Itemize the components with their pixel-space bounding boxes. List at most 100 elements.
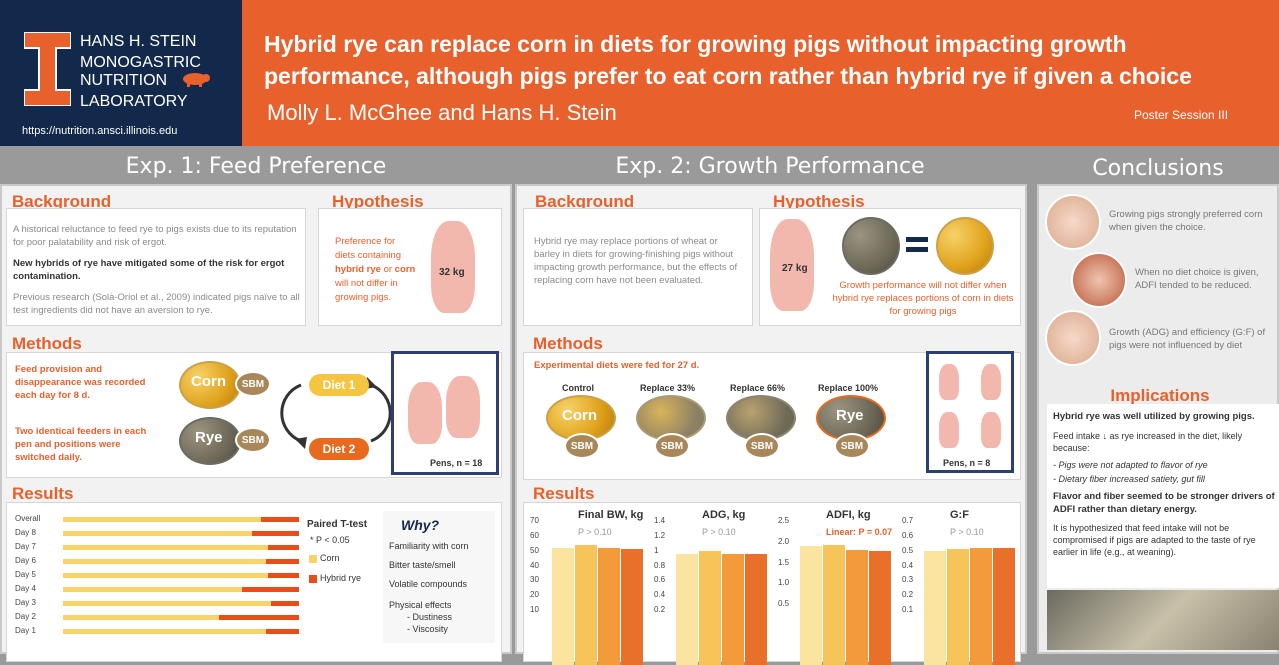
sbm-badge: SBM: [834, 433, 870, 459]
exp2-hypothesis-card: 27 kg Growth performance will not differ…: [759, 208, 1021, 326]
exp1-methods-text1: Feed provision and disappearance was rec…: [15, 364, 146, 401]
growth-bar: [970, 547, 992, 665]
growth-bar: [621, 549, 643, 665]
rye-bar: [268, 545, 299, 550]
replace100-diet-image: [816, 395, 886, 441]
day-label: Day 8: [15, 528, 36, 537]
corn-bar: [63, 531, 252, 536]
rye-label: Rye: [836, 407, 864, 424]
y-tick: 30: [530, 575, 539, 585]
legend-corn-swatch: [309, 555, 317, 563]
why-sub-1: - Dustiness: [407, 612, 453, 622]
exp1-pens-label: Pens, n = 18: [430, 458, 483, 468]
lab-name-line2: MONOGASTRIC: [80, 54, 201, 71]
exp2-hypothesis-heading: Hypothesis: [773, 192, 865, 211]
rye-bar: [270, 601, 299, 606]
y-tick: 1.2: [654, 530, 666, 540]
exp1-methods-card: Feed provision and disappearance was rec…: [6, 351, 502, 478]
growth-bar: [745, 554, 767, 665]
corn-label: Corn: [191, 373, 226, 390]
corn-diet-image: [179, 361, 241, 409]
diet1-pill: Diet 1: [309, 374, 369, 396]
sbm-badge: SBM: [235, 427, 271, 453]
lab-url[interactable]: https://nutrition.ansci.illinois.edu: [22, 125, 178, 137]
exp2-background-heading: Background: [535, 192, 635, 211]
rye-bar: [265, 629, 299, 634]
y-tick: 40: [530, 560, 539, 570]
corn-bar: [63, 587, 243, 592]
growth-bar: [598, 547, 620, 665]
rye-bar: [265, 559, 299, 564]
y-tick: 0.5: [902, 545, 914, 555]
growth-bar: [869, 550, 891, 665]
title-bar: Hybrid rye can replace corn in diets for…: [242, 0, 1279, 146]
diet-label-control: Control: [562, 383, 594, 393]
diet-label-replace66: Replace 66%: [730, 383, 786, 393]
pig-image: [431, 221, 475, 313]
chart-title: ADFI, kg: [826, 509, 871, 521]
hyp-or: or: [380, 264, 395, 275]
day-label: Day 7: [15, 542, 36, 551]
y-tick: 0.7: [902, 516, 914, 525]
exp2-heading: Exp. 2: Growth Performance: [615, 154, 925, 179]
pig-image: [446, 376, 480, 438]
exp1-bg-text1: A historical reluctance to feed rye to p…: [13, 224, 297, 248]
day-label: Day 4: [15, 584, 36, 593]
exp2-methods-card: Experimental diets were fed for 27 d. Co…: [523, 351, 1021, 480]
pig-photo-3: [1045, 310, 1101, 366]
day-label: Day 3: [15, 598, 36, 607]
exp1-bg-text2: New hybrids of rye have mitigated some o…: [13, 258, 285, 282]
legend-rye: Hybrid rye: [320, 573, 362, 583]
exp1-hyp-line5: growing pigs.: [335, 292, 391, 303]
logo-box: HANS H. STEIN MONOGASTRIC NUTRITION LABO…: [0, 0, 242, 146]
y-tick: 1.4: [654, 516, 666, 525]
chart-p-value: P > 0.10: [578, 527, 612, 537]
growth-bar: [993, 547, 1015, 665]
y-tick: 2.5: [778, 516, 790, 525]
conclusion-3: Growth (ADG) and efficiency (G:F) of pig…: [1109, 327, 1266, 351]
impl-6: It is hypothesized that feed intake will…: [1053, 523, 1256, 557]
rye-bar: [251, 531, 299, 536]
exp2-fed-text: Experimental diets were fed for 27 d.: [534, 360, 700, 371]
sbm-badge: SBM: [654, 433, 690, 459]
y-tick: 0.6: [654, 575, 666, 585]
poster-title-line1: Hybrid rye can replace corn in diets for…: [264, 31, 1127, 57]
rye-field-photo: [1047, 590, 1279, 650]
y-tick: 0.4: [654, 590, 666, 600]
conclusions-panel: Growing pigs strongly preferred corn whe…: [1037, 184, 1279, 654]
growth-bar: [722, 554, 744, 665]
growth-charts: Final BW, kg P > 0.10 70 60 50 40 30 20 10 ADG, k…: [524, 503, 1022, 665]
exp2-background-card: Hybrid rye may replace portions of wheat…: [523, 208, 753, 326]
sbm-badge: SBM: [564, 433, 600, 459]
y-tick: 20: [530, 590, 539, 600]
corn-bar: [63, 629, 266, 634]
y-tick: 0.8: [654, 560, 666, 570]
exp1-hyp-line4: will not differ in: [335, 278, 398, 289]
rye-bar: [242, 587, 299, 592]
rye-bar: [261, 517, 299, 522]
growth-bar: [552, 547, 574, 665]
y-tick: 60: [530, 530, 539, 540]
pig-logo-icon: [181, 71, 211, 87]
why-item-2: Bitter taste/smell: [389, 560, 456, 570]
rye-bar: [268, 573, 299, 578]
exp1-background-card: A historical reluctance to feed rye to p…: [6, 208, 306, 326]
day-label: Day 1: [15, 626, 36, 635]
sbm-badge: SBM: [235, 371, 271, 397]
growth-bar: [699, 551, 721, 665]
chart-title: Final BW, kg: [578, 509, 644, 521]
chart-p-value: Linear: P = 0.07: [826, 527, 893, 537]
why-item-3: Volatile compounds: [389, 579, 468, 589]
growth-bar: [947, 549, 969, 665]
chart-title: ADG, kg: [702, 509, 746, 521]
y-tick: 1: [654, 545, 659, 555]
implications-card: Hybrid rye was well utilized by growing …: [1047, 404, 1279, 588]
exp2-results-card: Final BW, kg P > 0.10 70 60 50 40 30 20 10 ADG, k…: [523, 502, 1022, 665]
exp2-panel: Background Hybrid rye may replace portio…: [515, 184, 1027, 665]
hyp-rye-term: hybrid rye: [335, 264, 381, 275]
illinois-logo: [23, 31, 72, 107]
impl-3: - Pigs were not adapted to flavor of rye: [1053, 460, 1208, 470]
corn-label: Corn: [562, 407, 597, 424]
exp1-hyp-line2: diets containing: [335, 250, 402, 261]
exp1-methods-text2: Two identical feeders in each pen and po…: [15, 426, 147, 463]
